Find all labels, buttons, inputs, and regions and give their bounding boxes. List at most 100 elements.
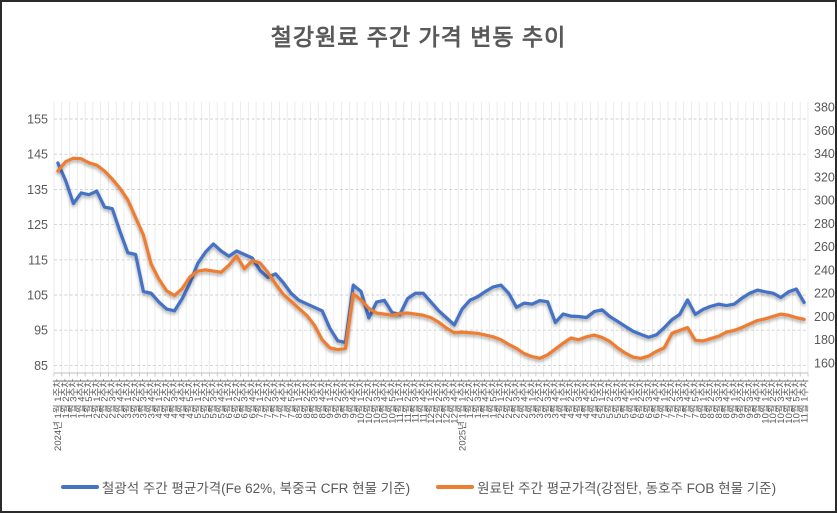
- x-axis-category-label: 6월 1주차: [627, 379, 639, 419]
- y-axis-right-label: 260: [814, 240, 835, 254]
- y-axis-right-label: 320: [814, 170, 835, 184]
- iron-ore-line-swatch: [60, 485, 99, 489]
- x-axis-category-label: 1월 4주차: [75, 379, 87, 419]
- x-axis-category-label: 11월 2주차: [402, 379, 414, 423]
- x-axis-category-label: 5월 1주차: [596, 379, 608, 419]
- x-axis-category-label: 12월 1주차: [425, 379, 437, 424]
- x-axis-category-label: 4월 4주차: [581, 379, 593, 419]
- x-axis-category-label: 3월 4주차: [145, 379, 157, 419]
- x-axis-category-label: 6월 3주차: [643, 379, 655, 419]
- x-axis-category-label: 11월 1주차: [394, 379, 406, 423]
- x-axis-category-label: 3월 3주차: [138, 379, 150, 419]
- y-axis-right-label: 200: [814, 310, 835, 324]
- x-axis-category-label: 7월 4주차: [682, 379, 694, 419]
- x-axis-category-label: 2월 2주차: [99, 379, 111, 419]
- x-axis-category-label: 7월 3주차: [270, 379, 282, 419]
- x-axis-category-label: 9월 3주차: [340, 379, 352, 419]
- coking-coal-line-swatch: [436, 485, 475, 489]
- y-axis-right-label: 380: [814, 100, 835, 114]
- y-axis-right-label: 160: [814, 357, 835, 371]
- x-axis-category-label: 9월 1주차: [728, 379, 740, 419]
- x-axis-category-label: 4월 3주차: [573, 379, 585, 419]
- x-axis-category-label: 2월 2주차: [503, 379, 515, 419]
- x-axis-category-label: 7월 5주차: [285, 379, 297, 419]
- y-axis-left-label: 95: [34, 324, 48, 338]
- legend-item-iron-ore: 철광석 주간 평균가격(Fe 62%, 북중국 CFR 현물 기준): [60, 477, 410, 497]
- y-axis-right-label: 220: [814, 287, 835, 301]
- x-axis-category-label: 7월 4주차: [278, 379, 290, 419]
- x-axis-category-label: 7월 3주차: [674, 379, 686, 419]
- x-axis-category-label: 7월 1주차: [254, 379, 266, 419]
- x-axis-category-label: 1월 3주차: [68, 379, 80, 419]
- x-axis-category-label: 4월 4주차: [176, 379, 188, 419]
- x-axis-category-label: 12월 4주차: [449, 379, 461, 424]
- x-axis-category-label: 2월 3주차: [511, 379, 523, 419]
- y-axis-right-label: 340: [814, 147, 835, 161]
- x-axis-category-label: 8월 2주차: [705, 379, 717, 419]
- x-axis-category-label: 5월 3주차: [612, 379, 624, 419]
- x-axis-category-label: 6월 2주차: [635, 379, 647, 419]
- x-axis-category-label: 7월 2주차: [666, 379, 678, 419]
- x-axis-category-label: 1월 5주차: [83, 379, 95, 419]
- y-axis-left-label: 85: [34, 359, 48, 373]
- x-axis-category-label: 8월 1주차: [293, 379, 305, 419]
- x-axis-category-label: 2월 3주차: [106, 379, 118, 419]
- y-axis-right-label: 300: [814, 194, 835, 208]
- x-axis-category-label: 10월 5주차: [791, 379, 803, 424]
- x-axis-category-label: 4월 1주차: [153, 379, 165, 419]
- x-axis-category-label: 1월 2주차: [60, 379, 72, 419]
- x-axis-category-label: 5월 2주차: [200, 379, 212, 419]
- chart-title: 철강원료 주간 가격 변동 추이: [270, 24, 567, 50]
- x-axis-category-label: 1월 3주차: [472, 379, 484, 419]
- x-axis-category-label: 3월 2주차: [534, 379, 546, 419]
- x-axis-category-label: 3월 3주차: [542, 379, 554, 419]
- x-axis-category-label: 2월 1주차: [91, 379, 103, 419]
- x-axis-category-label: 1월 2주차: [464, 379, 476, 419]
- x-axis-category-label: 9월 3주차: [744, 379, 756, 419]
- y-axis-left-label: 135: [27, 183, 48, 197]
- x-axis-category-label: 11월 3주차: [410, 379, 422, 423]
- y-axis-right-label: 240: [814, 263, 835, 277]
- x-axis-category-label: 7월 5주차: [689, 379, 701, 419]
- x-axis-category-label: 10월 1주차: [759, 379, 771, 424]
- y-axis-left-label: 125: [27, 218, 48, 232]
- x-axis-category-label: 6월 3주차: [239, 379, 251, 419]
- x-axis-category-label: 7월 2주차: [262, 379, 274, 419]
- x-axis-category-label: 10월 3주차: [371, 379, 383, 424]
- x-axis-category-label: 8월 3주차: [309, 379, 321, 419]
- x-axis-category-label: 10월 2주차: [363, 379, 375, 424]
- x-axis-category-label: 5월 4주차: [215, 379, 227, 419]
- x-axis-category-label: 5월 2주차: [604, 379, 616, 419]
- x-axis-category-label: 3월 1주차: [526, 379, 538, 419]
- x-axis-category-label: 5월 1주차: [192, 379, 204, 419]
- x-axis-category-label: 4월 2주차: [565, 379, 577, 419]
- x-axis-category-label: 10월 4주차: [379, 379, 391, 424]
- x-axis-category-label: 11월 4주차: [417, 379, 429, 423]
- x-axis-category-label: 8월 4주차: [316, 379, 328, 419]
- x-axis-category-label: 12월 3주차: [441, 379, 453, 424]
- x-axis-category-label: 3월 4주차: [550, 379, 562, 419]
- x-axis-category-label: 6월 2주차: [231, 379, 243, 419]
- y-axis-right-label: 360: [814, 124, 835, 138]
- y-axis-left-label: 105: [27, 289, 48, 303]
- legend-item-coking-coal: 원료탄 주간 평균가격(강점탄, 동호주 FOB 현물 기준): [436, 477, 776, 497]
- x-axis-category-label: 2025년 1월 1주차: [456, 379, 468, 451]
- y-axis-left-label: 115: [28, 253, 48, 267]
- y-axis-left-label: 145: [27, 148, 48, 162]
- x-axis-category-label: 1월 4주차: [480, 379, 492, 419]
- x-axis-category-label: 9월 4주차: [347, 379, 359, 419]
- x-axis-category-label: 9월 2주차: [332, 379, 344, 419]
- x-axis-category-label: 10월 3주차: [775, 379, 787, 424]
- x-axis-category-label: 12월 2주차: [433, 379, 445, 424]
- x-axis-category-label: 3월 1주차: [122, 379, 134, 419]
- x-axis-category-label: 4월 5주차: [184, 379, 196, 419]
- x-axis-category-label: 2024년 1월 1주차: [52, 379, 64, 451]
- x-axis-category-label: 6월 4주차: [651, 379, 663, 419]
- x-axis-category-label: 9월 2주차: [736, 379, 748, 419]
- x-axis-category-label: 10월 1주차: [355, 379, 367, 424]
- x-axis-category-label: 4월 3주차: [169, 379, 181, 419]
- y-axis-right-label: 280: [814, 217, 835, 231]
- legend-label-coking-coal: 원료탄 주간 평균가격(강점탄, 동호주 FOB 현물 기준): [477, 481, 777, 496]
